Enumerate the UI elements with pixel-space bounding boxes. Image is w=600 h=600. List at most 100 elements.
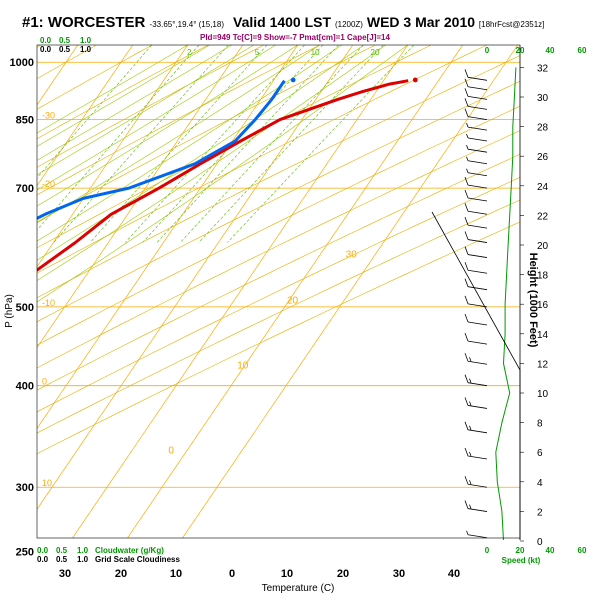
isotherm-label: 0 <box>42 377 47 387</box>
dry-adiabat <box>37 45 264 168</box>
pressure-tick-label: 850 <box>16 115 34 127</box>
wind-barb <box>467 96 488 100</box>
temperature-tick-label: 30 <box>59 568 71 580</box>
dry-adiabat <box>37 176 520 413</box>
cloud-scale-top: 1.0 <box>80 36 92 45</box>
mixing-ratio-line <box>89 45 268 243</box>
barb-flag <box>466 530 469 535</box>
dry-adiabat <box>37 80 520 323</box>
pressure-tick-label: 700 <box>16 183 34 195</box>
isotherm-line <box>182 45 519 538</box>
height-tick-label: 20 <box>537 241 549 252</box>
dry-adiabat <box>37 45 320 196</box>
wind-barb <box>467 483 488 488</box>
axis-labels: 2 5 10 20100-10-20-300102030024681012141618… <box>4 36 587 594</box>
wind-barb <box>467 76 488 81</box>
adiabat-label: 10 <box>237 360 249 371</box>
wind-barb <box>467 286 488 291</box>
barb-flag <box>464 313 469 323</box>
barb-flag <box>469 504 472 509</box>
forecast-run: [18hrFcst@2351z] <box>478 20 545 29</box>
barb-flag <box>469 401 472 406</box>
moist-adiabat <box>37 45 210 147</box>
barb-flag <box>464 332 469 342</box>
mixing-ratio-line <box>227 45 415 243</box>
barb-flag <box>466 122 469 128</box>
cloudiness-scale-bottom: 0.0 <box>37 555 49 564</box>
dry-adiabat <box>37 105 520 346</box>
pressure-tick-label: 400 <box>16 381 34 393</box>
wind-barb <box>467 160 488 165</box>
thermo-grid <box>37 45 520 538</box>
cloudiness-scale-top: 0.0 <box>40 45 52 54</box>
station-coords: -33.65°,19.4° (15,18) <box>149 20 224 29</box>
isotherm-line <box>37 45 299 430</box>
adiabat-label: 30 <box>346 250 358 261</box>
height-tick-label: 22 <box>537 211 549 222</box>
wind-speed-line <box>495 67 517 540</box>
wind-barb <box>467 105 488 110</box>
sounding-params: Pld=949 Tc[C]=9 Show=-7 Pmat[cm]=1 Cape[… <box>200 33 390 42</box>
mixing-ratio-line <box>37 45 200 231</box>
wind-barb <box>467 534 488 539</box>
barb-flag <box>464 98 469 107</box>
barb-flag <box>469 357 472 362</box>
speed-label: Speed (kt) <box>502 556 541 565</box>
height-tick-label: 0 <box>537 537 543 548</box>
valid-time: Valid 1400 LST (1200Z) WED 3 Mar 2010 [1… <box>233 14 544 30</box>
wind-barb <box>467 405 488 409</box>
pressure-axis-title: P (hPa) <box>4 294 15 328</box>
cloud-scale-top: 0.0 <box>40 36 52 45</box>
moist-adiabat <box>37 45 232 161</box>
moist-adiabat <box>37 45 188 134</box>
barb-flag <box>466 156 469 161</box>
mixing-ratio-label: 2 <box>187 48 192 57</box>
cloudiness-label: Grid Scale Cloudiness <box>95 555 180 564</box>
wind-barb <box>467 210 488 215</box>
temperature-tick-label: 20 <box>115 568 127 580</box>
barb-flag <box>469 425 472 430</box>
wind-barb <box>467 360 488 365</box>
wind-barb <box>467 239 488 243</box>
moist-adiabat <box>37 45 408 303</box>
adiabat-label: 0 <box>168 446 174 457</box>
wind-barb <box>467 137 488 142</box>
wind-barb <box>467 116 488 120</box>
wind-barb <box>467 148 488 153</box>
barb-flag <box>464 447 469 457</box>
isotherm-line <box>127 45 464 538</box>
speed-scale-top: 40 <box>546 46 555 55</box>
barb-flag <box>464 189 469 199</box>
wind-barb <box>467 172 488 177</box>
moist-adiabat <box>37 45 320 224</box>
wind-barb <box>467 224 488 229</box>
wind-barb <box>467 269 488 274</box>
moist-adiabat <box>37 45 342 242</box>
barb-flag <box>464 246 469 255</box>
dewpoint-trace <box>37 79 286 221</box>
mixing-ratio-label: 20 <box>371 48 380 57</box>
dry-adiabat <box>37 55 520 299</box>
temperature-tick-label: 10 <box>281 568 293 580</box>
moist-adiabat <box>37 45 276 191</box>
wind-barb <box>467 429 488 434</box>
speed-scale-bottom: 60 <box>578 546 587 555</box>
wind-barb <box>467 321 488 326</box>
barb-flag <box>464 216 469 226</box>
barb-flag <box>464 262 469 271</box>
wind-barb <box>467 254 488 258</box>
station-name: #1: WORCESTER <box>22 14 146 31</box>
barb-flag <box>464 231 469 240</box>
adiabat-label: 20 <box>287 295 299 306</box>
height-tick-label: 8 <box>537 419 543 430</box>
cloudiness-scale-bottom: 1.0 <box>77 555 89 564</box>
barb-flag <box>464 500 469 509</box>
cloudwater-label: Cloudwater (g/Kg) <box>95 546 164 555</box>
dry-adiabat <box>37 199 520 434</box>
isotherm-line <box>72 45 409 538</box>
station-title: #1: WORCESTER -33.65°,19.4° (15,18) <box>22 14 224 31</box>
dry-adiabat <box>37 45 153 110</box>
temperature-surface-point <box>412 77 418 83</box>
pressure-tick-label: 300 <box>16 482 34 494</box>
